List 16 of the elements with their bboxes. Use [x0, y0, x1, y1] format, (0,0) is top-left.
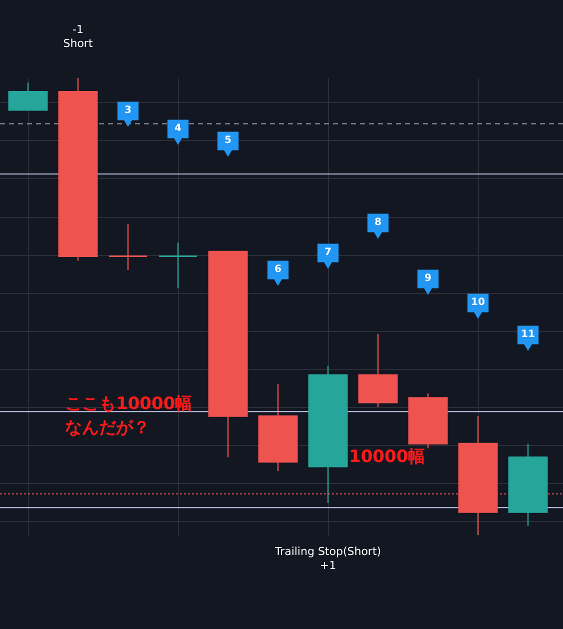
text: Trailing Stop(Short) +1: [274, 545, 382, 572]
annotation: ここも10000幅: [65, 394, 192, 414]
annotation: 7: [324, 247, 332, 258]
annotation: 3: [124, 105, 132, 116]
annotation: 8: [374, 217, 382, 228]
candlestick: [158, 242, 198, 289]
annotation: 5: [224, 135, 232, 146]
candlestick: [108, 224, 148, 271]
annotation: 10000幅: [349, 447, 426, 467]
annotation: なんだが？: [65, 418, 150, 438]
annotation: 9: [424, 273, 432, 284]
annotation: 10: [471, 297, 485, 308]
annotation: 4: [174, 123, 182, 134]
text: -1 Short: [63, 23, 94, 50]
annotation: 6: [274, 264, 282, 275]
annotation: 11: [521, 329, 535, 340]
